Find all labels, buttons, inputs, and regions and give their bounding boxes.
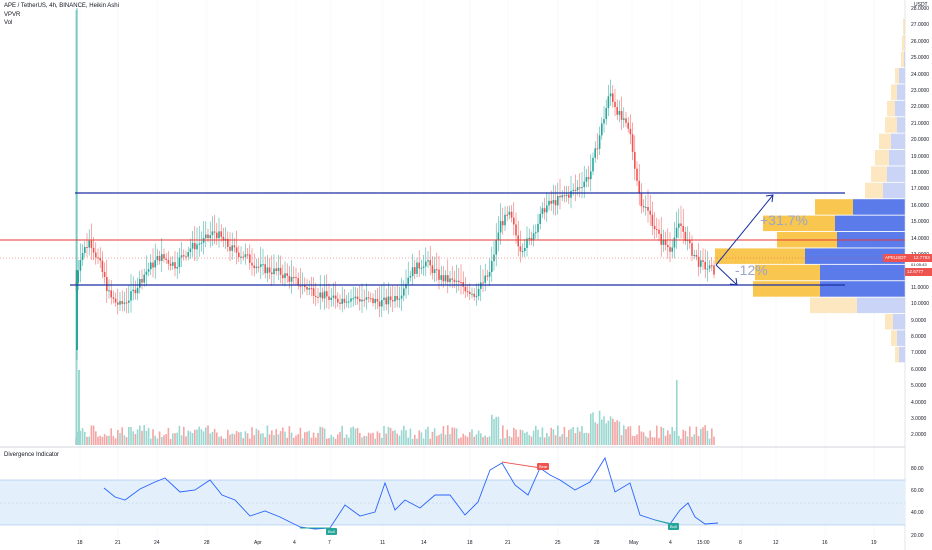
volume-profile (715, 18, 905, 363)
oscillator-axis-label: 80.00 (911, 466, 924, 472)
price-axis-label: 25.0000 (911, 55, 930, 62)
divergence-oscillator (0, 456, 905, 530)
time-axis-label: Apr (254, 540, 262, 546)
price-axis-label: 5.0000 (911, 383, 927, 390)
price-axis-label: 20.0000 (911, 137, 930, 144)
currency-label: USDT (914, 2, 928, 8)
time-axis-label: 15:00 (697, 540, 710, 546)
price-axis-label: 26.0000 (911, 38, 930, 45)
price-axis-label: 11.0000 (911, 284, 929, 291)
time-axis-label: 24 (154, 540, 160, 546)
price-axis-label: 17.0000 (911, 186, 930, 193)
time-axis-label: 7 (328, 540, 331, 546)
price-axis-label: 21.0000 (911, 120, 930, 127)
time-axis-label: 18 (467, 540, 473, 546)
price-axis-label: 18.0000 (911, 170, 930, 176)
price-axis-label: 23.0000 (911, 88, 930, 94)
time-axis-label: 16 (822, 540, 828, 546)
price-axis-label: 3.0000 (911, 416, 927, 422)
price-axis-label: 22.0000 (911, 104, 930, 111)
gain-annotation[interactable]: +31.7% (760, 212, 808, 228)
bear-badge: Bear (537, 463, 550, 470)
price-tag-value: 12.7793 (913, 255, 930, 260)
bull-badge-2: Bull (668, 523, 679, 530)
price-axis-label: 16.0000 (911, 202, 930, 209)
price-axis-label: 27.0000 (911, 22, 930, 29)
time-axis-label: 21 (115, 540, 121, 546)
projection-arrow-down[interactable] (715, 264, 738, 286)
projection-arrow-up-head (765, 194, 774, 203)
vpvr-legend[interactable]: VPVR (4, 12, 21, 18)
oscillator-axis-label: 40.00 (911, 510, 924, 516)
time-axis-label: 28 (204, 540, 210, 546)
candles (75, 8, 715, 360)
time-axis-label: 4 (669, 540, 672, 546)
countdown: 01:05:43 (911, 262, 927, 267)
time-axis-label: 8 (739, 540, 742, 546)
price-axis-label: 9.0000 (911, 317, 927, 324)
time-axis-label: 12 (773, 540, 779, 546)
vol-legend[interactable]: Vol (4, 20, 13, 26)
price-axis-label: 19.0000 (911, 153, 930, 160)
loss-annotation[interactable]: -12% (735, 262, 768, 278)
price-axis-label: 7.0000 (911, 350, 927, 357)
time-axis-label: 21 (505, 540, 511, 546)
price-axis-label: 2.0000 (911, 432, 927, 439)
price-axis-label: 8.0000 (911, 334, 927, 340)
second-price-tag: 12.6777 (905, 268, 932, 276)
volume-bars (75, 10, 715, 445)
time-axis-label: 19 (871, 540, 877, 546)
time-axis-label: 11 (380, 540, 386, 546)
price-axis-label: 15.0000 (911, 219, 930, 226)
price-axis-label: 24.0000 (911, 71, 930, 78)
time-axis-label: 14 (421, 540, 427, 546)
time-axis-label: 4 (293, 540, 296, 546)
projection-arrow-up[interactable] (715, 194, 774, 266)
bull-badge-1: Bull (326, 528, 337, 535)
price-axis-label: 4.0000 (911, 399, 927, 406)
price-axis-label: 28.0000 (911, 6, 930, 12)
time-axis-label: 28 (594, 540, 600, 546)
price-axis-label: 6.0000 (911, 366, 927, 373)
price-axis-label: 14.0000 (911, 235, 930, 242)
symbol-legend[interactable]: APE / TetherUS, 4h, BINANCE, Heikin Ashi (4, 3, 119, 9)
oscillator-axis-label: 20.00 (911, 533, 924, 539)
price-tag: APEUSDT 12.7793 (883, 254, 932, 262)
oscillator-legend[interactable]: Divergence Indicator (4, 452, 60, 458)
price-tag-symbol: APEUSDT (885, 255, 907, 260)
projection-arrow-down-head (729, 277, 738, 286)
time-axis-label: 25 (555, 540, 561, 546)
oscillator-axis-label: 60.00 (911, 488, 924, 494)
price-axis-label: 10.0000 (911, 301, 930, 308)
time-axis-label: May (629, 540, 639, 546)
time-axis-label: 18 (77, 540, 83, 546)
